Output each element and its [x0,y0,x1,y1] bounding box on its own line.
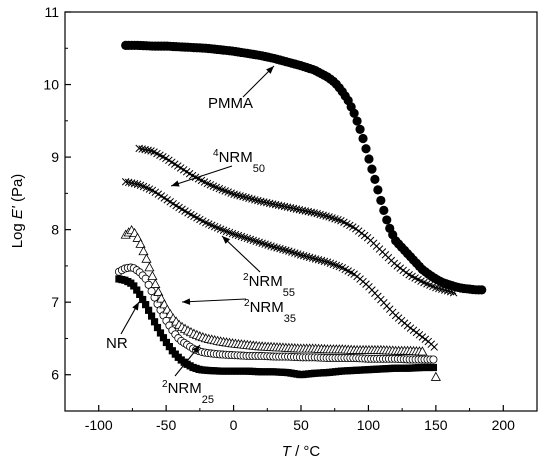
data-point [144,262,155,272]
annotation-nrm25: 2NRM25 [162,379,214,406]
data-point [382,215,392,225]
data-point [370,174,380,184]
y-tick-label: 7 [51,294,59,310]
data-point [153,286,164,296]
x-tick-label: 150 [424,417,448,433]
data-point [349,108,359,118]
data-point [165,343,173,351]
data-point [429,355,438,364]
data-point [430,371,441,381]
annotation-nrm50: 4NRM50 [213,148,265,175]
y-axis-title: Log E' (Pa) [9,174,26,249]
annotation-part: NR [106,335,128,352]
data-point [132,232,143,242]
annotation-nrm35: 2NRM35 [244,298,296,325]
data-point [150,318,159,326]
series-nrm50 [135,144,458,297]
data-point [145,306,153,314]
data-point [139,295,147,304]
annotation-pmma: PMMA [208,95,253,112]
x-tick-label: 200 [492,417,516,433]
data-point [352,116,362,126]
data-point [364,154,374,164]
y-tick-label: 9 [51,149,59,165]
x-tick-label: -50 [156,417,176,433]
data-point [367,164,377,174]
y-tick-label: 6 [51,367,59,383]
data-point [429,363,438,372]
series-nr [115,275,438,379]
annotation-arrow [170,165,233,187]
data-point [142,301,150,309]
data-point [355,124,365,134]
annotation-part: NRM [168,380,202,397]
data-point [162,338,171,347]
annotation-arrowhead [266,66,274,74]
series-pmma [121,40,487,295]
annotation-part: 2 [244,298,250,309]
annotation-part: PMMA [208,95,253,112]
data-point [361,144,371,154]
data-point [417,346,428,356]
annotation-arrowhead [132,302,139,311]
x-axis: -100 -50 0 50 100 150 200 [64,405,538,433]
data-point [133,286,141,294]
annotation-part: 35 [284,313,296,325]
annotation-arrowhead [171,180,180,187]
data-point [153,323,162,332]
x-tick-label: 0 [230,417,238,433]
annotation-nrm55: 2NRM55 [243,272,295,299]
y-tick-label: 10 [43,77,59,93]
annotation-arrowhead [222,236,231,244]
data-point [147,270,158,280]
annotation-part: NRM [219,149,253,166]
data-point [156,329,165,337]
data-point [477,285,487,295]
annotation-part: 2 [162,379,168,390]
data-point [159,334,168,342]
annotation-arrowhead [192,345,200,354]
annotation-part: NRM [249,273,283,290]
data-point [136,290,144,299]
data-point [138,245,149,256]
annotation-part: 55 [283,287,295,299]
data-point [156,293,167,303]
annotation-part: 2 [243,272,249,283]
data-point [373,185,383,195]
data-point [147,312,156,320]
y-tick-label: 8 [51,222,59,238]
annotation-arrow [221,235,261,273]
series-line [139,147,457,294]
data-point [376,195,386,206]
series-nrm35 [120,225,441,381]
annotation-arrow [181,298,247,303]
series-nrm25 [114,263,438,364]
x-tick-label: 50 [293,417,309,433]
annotation-nr: NR [106,335,128,352]
annotation-part: 25 [202,394,214,406]
data-point [141,253,152,263]
y-tick-label: 11 [44,4,59,20]
series-line [125,181,437,349]
x-tick-label: 100 [357,417,381,433]
annotation-part: 4 [213,148,219,159]
annotation-part: NRM [250,299,284,316]
data-point [379,205,389,215]
y-axis: 6 7 8 9 10 11 [43,4,71,412]
data-point [135,144,143,153]
annotation-part: 50 [253,163,265,175]
annotation-arrowhead [182,298,191,305]
series-nrm55 [121,178,438,351]
data-point [130,282,138,290]
series-layer [114,40,487,381]
data-point [150,278,161,288]
x-axis-title: T / °C [282,443,321,460]
x-tick-label: -100 [85,417,113,433]
data-point [358,133,368,144]
data-point [135,238,146,248]
